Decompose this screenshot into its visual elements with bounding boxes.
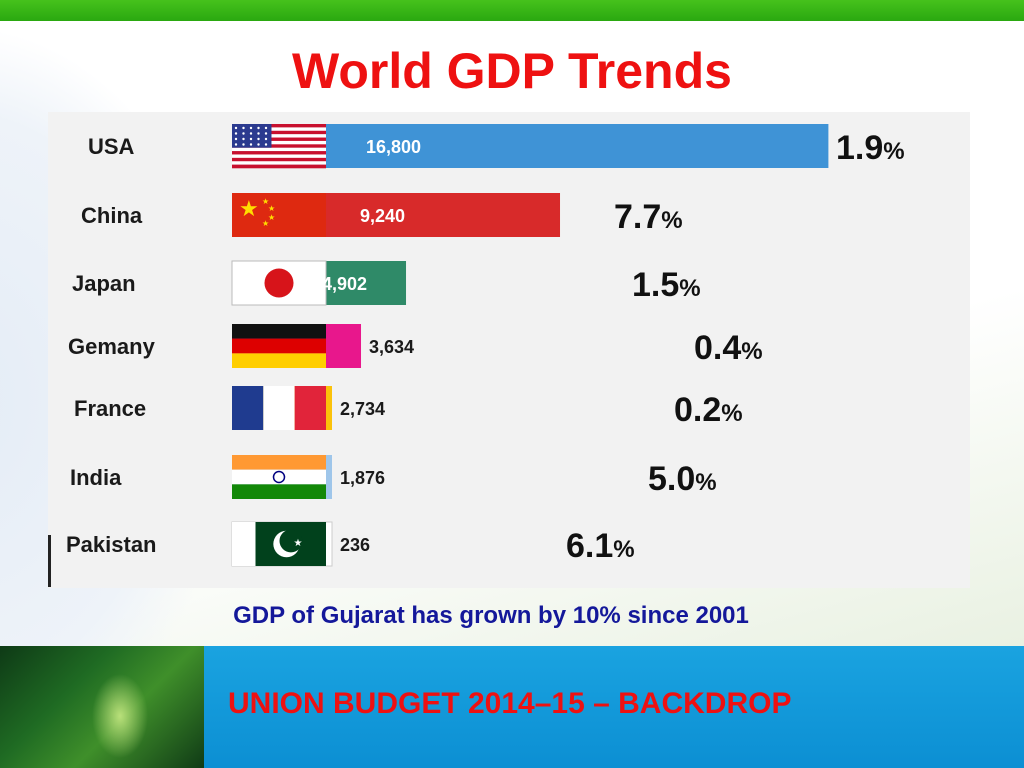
country-label: China	[81, 203, 143, 228]
chart-panel	[48, 112, 970, 588]
gdp-bar: ★ ★★★★	[232, 193, 561, 237]
gdp-value-label: 9,240	[360, 206, 405, 226]
country-label: France	[74, 396, 146, 421]
growth-rate-label: 5.0%	[648, 460, 717, 498]
footer-photo-image	[0, 646, 204, 768]
pakistan-flag: ★	[232, 522, 326, 566]
footer-title: UNION BUDGET 2014–15 – BACKDROP	[228, 687, 792, 720]
gdp-bar: ★	[231, 521, 333, 567]
country-label: Pakistan	[66, 532, 157, 557]
gdp-bar-chart: USA 16,800 1.9%China ★ ★★★★ 9,240 7.7%Japan 4,9…	[66, 124, 905, 567]
growth-rate-label: 7.7%	[614, 198, 683, 236]
france-flag	[232, 386, 326, 430]
slide-title: World GDP Trends	[292, 43, 732, 99]
gdp-bar	[232, 324, 362, 368]
svg-text:★: ★	[268, 204, 275, 213]
india-flag	[232, 455, 326, 499]
gdp-value-label: 1,876	[340, 468, 385, 488]
panel-edge-mark	[48, 535, 51, 587]
gdp-bar	[232, 455, 332, 499]
gdp-bar	[232, 386, 332, 430]
growth-rate-label: 1.9%	[836, 129, 905, 167]
gdp-value-label: 3,634	[369, 337, 414, 357]
country-label: USA	[88, 134, 135, 159]
svg-text:★: ★	[262, 219, 269, 228]
top-accent-band	[0, 0, 1024, 21]
svg-text:★: ★	[294, 538, 303, 549]
germany-flag	[232, 324, 326, 368]
growth-rate-label: 1.5%	[632, 266, 701, 304]
gdp-value-label: 16,800	[366, 137, 421, 157]
svg-text:★: ★	[239, 197, 259, 222]
growth-rate-label: 0.2%	[674, 391, 743, 429]
growth-rate-label: 0.4%	[694, 329, 763, 367]
country-label: Japan	[72, 271, 136, 296]
gdp-value-label: 2,734	[340, 399, 385, 419]
japan-flag	[231, 260, 327, 306]
country-label: India	[70, 465, 122, 490]
gujarat-gdp-note: GDP of Gujarat has grown by 10% since 20…	[233, 602, 749, 629]
china-flag: ★ ★★★★	[232, 193, 326, 237]
footer-band: UNION BUDGET 2014–15 – BACKDROP	[0, 646, 1024, 768]
svg-text:★: ★	[262, 197, 269, 206]
gdp-bar	[232, 124, 829, 169]
usa-flag	[232, 124, 326, 169]
gdp-value-label: 4,902	[322, 274, 367, 294]
gdp-bar	[231, 260, 407, 306]
growth-rate-label: 6.1%	[566, 527, 635, 565]
svg-text:★: ★	[268, 213, 275, 222]
gdp-value-label: 236	[340, 535, 370, 555]
country-label: Gemany	[68, 334, 156, 359]
